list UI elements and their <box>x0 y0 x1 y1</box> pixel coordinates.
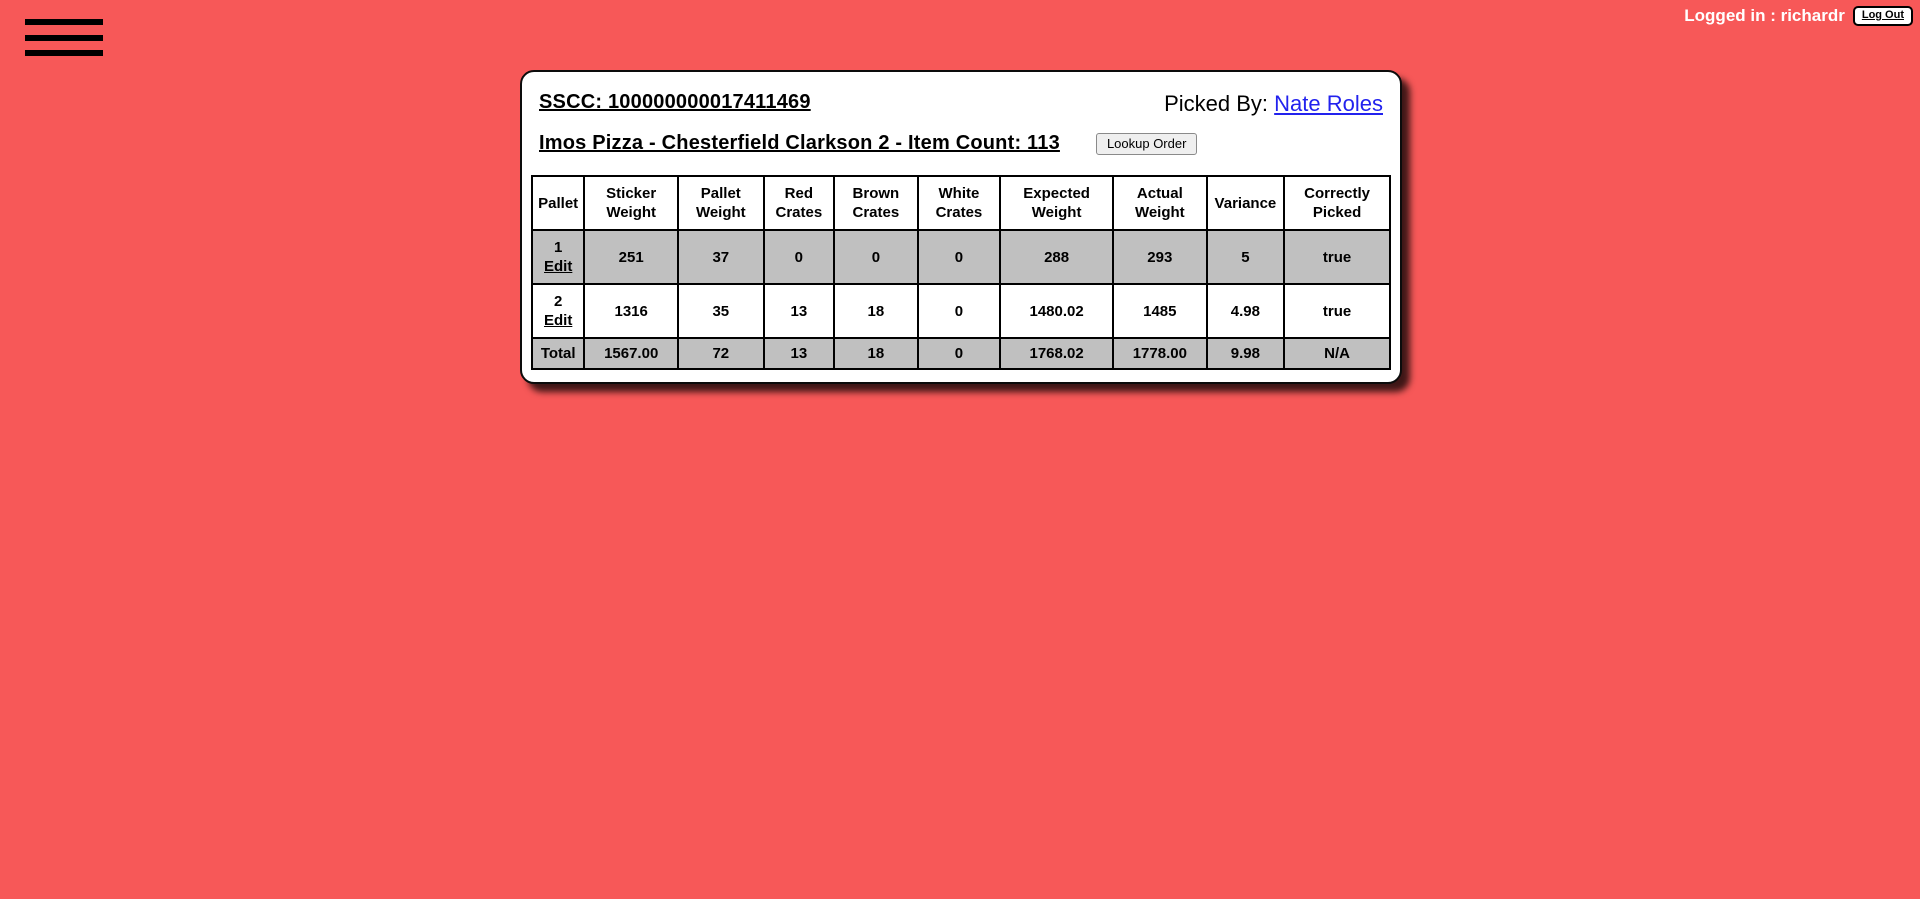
total-variance-cell: 9.98 <box>1205 337 1286 370</box>
actual-weight-cell: 1485 <box>1112 283 1208 339</box>
logout-button[interactable]: Log Out <box>1852 6 1913 26</box>
brown-crates-cell: 18 <box>833 283 919 339</box>
expected-weight-cell: 288 <box>999 229 1114 285</box>
column-header-expected-weight: Expected Weight <box>999 175 1114 231</box>
card-header-row: SSCC: 100000000017411469 Picked By: Nate… <box>539 91 1383 117</box>
correctly-picked-cell: true <box>1283 229 1391 285</box>
expected-weight-cell: 1480.02 <box>999 283 1114 339</box>
edit-pallet-link[interactable]: Edit <box>544 312 573 329</box>
pallet-row-2: 2 Edit 1316 35 13 18 0 1480.02 1485 4.98… <box>530 283 1391 339</box>
variance-cell: 5 <box>1205 229 1286 285</box>
sscc-heading: SSCC: 100000000017411469 <box>539 91 811 113</box>
lookup-order-button[interactable]: Lookup Order <box>1095 132 1198 155</box>
hamburger-bar-icon <box>25 19 103 25</box>
picked-by: Picked By: Nate Roles <box>1164 91 1383 117</box>
logged-in-text: Logged in : richardr <box>1684 6 1845 25</box>
column-header-pallet: Pallet <box>530 175 586 231</box>
pallet-row-1: 1 Edit 251 37 0 0 0 288 293 5 true <box>530 229 1391 285</box>
total-row: Total 1567.00 72 13 18 0 1768.02 1778.00… <box>530 337 1391 370</box>
total-expected-weight-cell: 1768.02 <box>999 337 1114 370</box>
red-crates-cell: 13 <box>762 283 836 339</box>
total-label-cell: Total <box>530 337 586 370</box>
sticker-weight-cell: 1316 <box>583 283 679 339</box>
picked-by-link[interactable]: Nate Roles <box>1274 91 1383 116</box>
brown-crates-cell: 0 <box>833 229 919 285</box>
total-sticker-weight-cell: 1567.00 <box>583 337 679 370</box>
sticker-weight-cell: 251 <box>583 229 679 285</box>
white-crates-cell: 0 <box>916 283 1002 339</box>
pallet-number: 2 <box>554 293 563 310</box>
white-crates-cell: 0 <box>916 229 1002 285</box>
order-title: Imos Pizza - Chesterfield Clarkson 2 - I… <box>539 132 1060 154</box>
pallet-table: Pallet Sticker Weight Pallet Weight Red … <box>530 175 1391 370</box>
column-header-pallet-weight: Pallet Weight <box>677 175 765 231</box>
total-red-crates-cell: 13 <box>762 337 836 370</box>
total-brown-crates-cell: 18 <box>833 337 919 370</box>
pallet-weight-cell: 35 <box>677 283 765 339</box>
variance-cell: 4.98 <box>1205 283 1286 339</box>
correctly-picked-cell: true <box>1283 283 1391 339</box>
order-title-row: Imos Pizza - Chesterfield Clarkson 2 - I… <box>539 132 1383 155</box>
column-header-actual-weight: Actual Weight <box>1112 175 1208 231</box>
hamburger-bar-icon <box>25 50 103 56</box>
pallet-number-cell: 2 Edit <box>530 283 586 339</box>
total-white-crates-cell: 0 <box>916 337 1002 370</box>
picked-by-label: Picked By: <box>1164 91 1275 116</box>
column-header-white-crates: White Crates <box>916 175 1002 231</box>
total-correctly-picked-cell: N/A <box>1283 337 1391 370</box>
pallet-summary-card: SSCC: 100000000017411469 Picked By: Nate… <box>520 70 1402 384</box>
hamburger-menu-button[interactable] <box>25 19 103 56</box>
topbar-user-area: Logged in : richardr Log Out <box>1684 6 1913 26</box>
column-header-sticker-weight: Sticker Weight <box>583 175 679 231</box>
total-actual-weight-cell: 1778.00 <box>1112 337 1208 370</box>
total-pallet-weight-cell: 72 <box>677 337 765 370</box>
column-header-red-crates: Red Crates <box>762 175 836 231</box>
table-header-row: Pallet Sticker Weight Pallet Weight Red … <box>530 175 1391 231</box>
pallet-number-cell: 1 Edit <box>530 229 586 285</box>
actual-weight-cell: 293 <box>1112 229 1208 285</box>
hamburger-bar-icon <box>25 34 103 41</box>
column-header-brown-crates: Brown Crates <box>833 175 919 231</box>
pallet-weight-cell: 37 <box>677 229 765 285</box>
edit-pallet-link[interactable]: Edit <box>544 258 573 275</box>
column-header-correctly-picked: Correctly Picked <box>1283 175 1391 231</box>
pallet-number: 1 <box>554 239 563 256</box>
column-header-variance: Variance <box>1205 175 1286 231</box>
red-crates-cell: 0 <box>762 229 836 285</box>
